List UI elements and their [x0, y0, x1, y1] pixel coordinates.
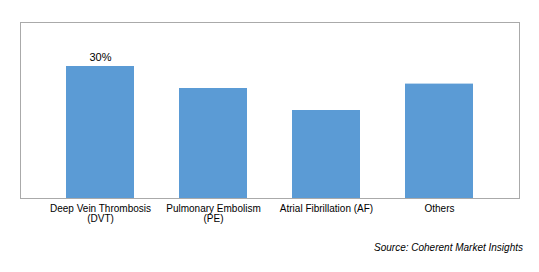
- svg-text:Deep Vein Thrombosis(DVT): Deep Vein Thrombosis(DVT): [50, 203, 151, 224]
- html-text:Source: Coherent Market Insigh: Source: Coherent Market Insights: [374, 242, 523, 253]
- svg-text:Others: Others: [424, 203, 454, 214]
- svg-text:Pulmonary Embolism(PE): Pulmonary Embolism(PE): [166, 203, 260, 224]
- svg-text:Atrial Fibrillation (AF): Atrial Fibrillation (AF): [280, 203, 373, 214]
- svg-text:30%: 30%: [89, 51, 111, 63]
